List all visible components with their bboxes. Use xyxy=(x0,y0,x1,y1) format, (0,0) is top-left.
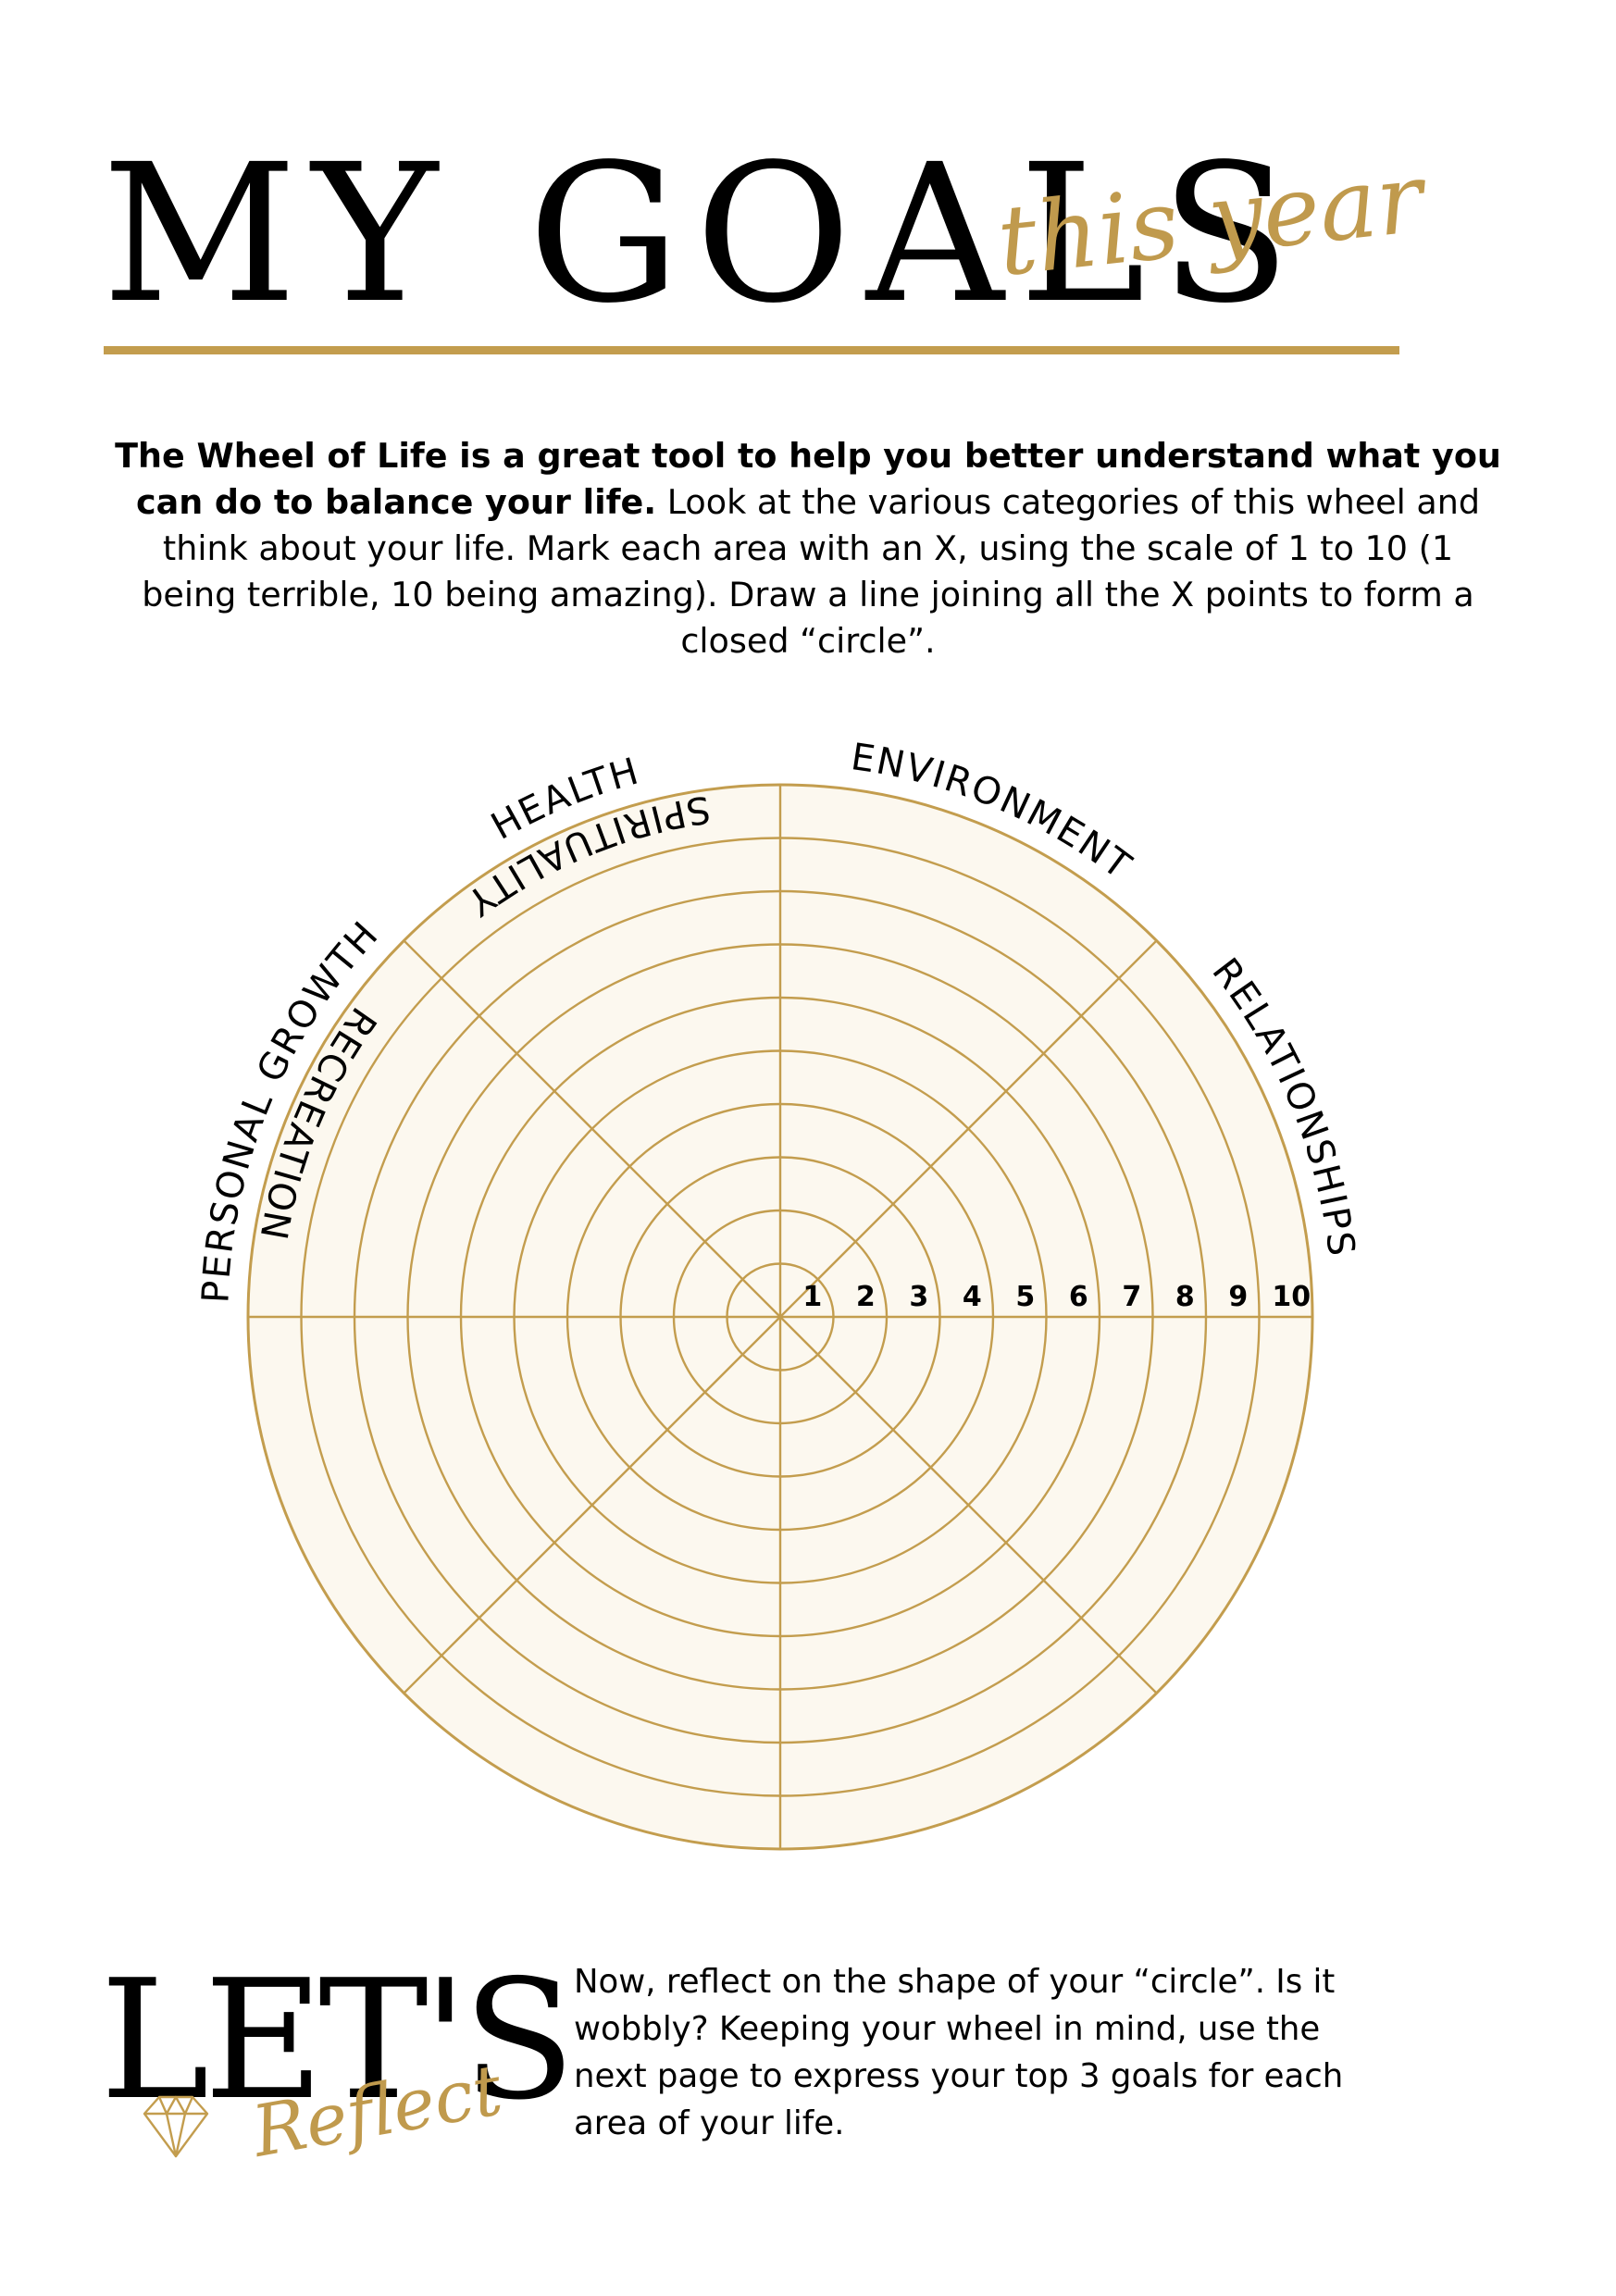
intro-paragraph: The Wheel of Life is a great tool to hel… xyxy=(111,433,1505,664)
scale-number-4: 4 xyxy=(963,1281,982,1313)
scale-number-9: 9 xyxy=(1228,1281,1248,1313)
reflect-paragraph: Now, reflect on the shape of your “circl… xyxy=(574,1963,1344,2142)
intro-rest-text: Look at the various categories of this w… xyxy=(142,482,1481,661)
wheel-scale-numbers: 1 2 3 4 5 6 7 8 9 10 xyxy=(802,1281,1311,1313)
reflect-title: LET'S xyxy=(100,1944,576,2136)
scale-number-6: 6 xyxy=(1069,1281,1088,1313)
scale-number-2: 2 xyxy=(856,1281,876,1313)
scale-number-7: 7 xyxy=(1122,1281,1141,1313)
scale-number-10: 10 xyxy=(1272,1281,1311,1313)
scale-number-3: 3 xyxy=(909,1281,928,1313)
scale-number-5: 5 xyxy=(1015,1281,1035,1313)
scale-number-8: 8 xyxy=(1175,1281,1195,1313)
diamond-icon xyxy=(143,2095,209,2158)
scale-number-1: 1 xyxy=(802,1281,822,1313)
wheel-spokes xyxy=(248,785,1312,1849)
title-divider xyxy=(104,346,1399,354)
intro-bold-text: The Wheel of Life is a great tool to hel… xyxy=(115,436,1501,522)
page-title: MY GOALS xyxy=(102,123,1306,345)
wheel-spoke-4 xyxy=(403,939,1158,1694)
